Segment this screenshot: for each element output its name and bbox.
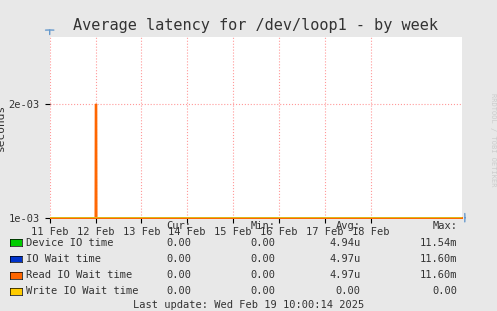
Text: Device IO time: Device IO time [26,238,114,248]
Y-axis label: seconds: seconds [0,104,6,151]
Text: 0.00: 0.00 [251,254,276,264]
Text: 4.94u: 4.94u [329,238,360,248]
Text: 4.97u: 4.97u [329,254,360,264]
Text: 0.00: 0.00 [166,286,191,296]
Text: Cur:: Cur: [166,220,191,230]
Text: 0.00: 0.00 [166,254,191,264]
Text: Read IO Wait time: Read IO Wait time [26,270,133,280]
Text: 11.54m: 11.54m [420,238,457,248]
Text: 0.00: 0.00 [251,270,276,280]
Text: 4.97u: 4.97u [329,270,360,280]
Text: 0.00: 0.00 [251,238,276,248]
Text: 0.00: 0.00 [335,286,360,296]
Title: Average latency for /dev/loop1 - by week: Average latency for /dev/loop1 - by week [74,18,438,33]
Text: Last update: Wed Feb 19 10:00:14 2025: Last update: Wed Feb 19 10:00:14 2025 [133,300,364,310]
Text: 0.00: 0.00 [166,238,191,248]
Text: Max:: Max: [432,220,457,230]
Text: 11.60m: 11.60m [420,254,457,264]
Text: 0.00: 0.00 [166,270,191,280]
Text: 0.00: 0.00 [432,286,457,296]
Text: IO Wait time: IO Wait time [26,254,101,264]
Text: Avg:: Avg: [335,220,360,230]
Text: 0.00: 0.00 [251,286,276,296]
Text: Min:: Min: [251,220,276,230]
Text: RRDTOOL / TOBI OETIKER: RRDTOOL / TOBI OETIKER [490,93,496,187]
Text: Write IO Wait time: Write IO Wait time [26,286,139,296]
Text: 11.60m: 11.60m [420,270,457,280]
